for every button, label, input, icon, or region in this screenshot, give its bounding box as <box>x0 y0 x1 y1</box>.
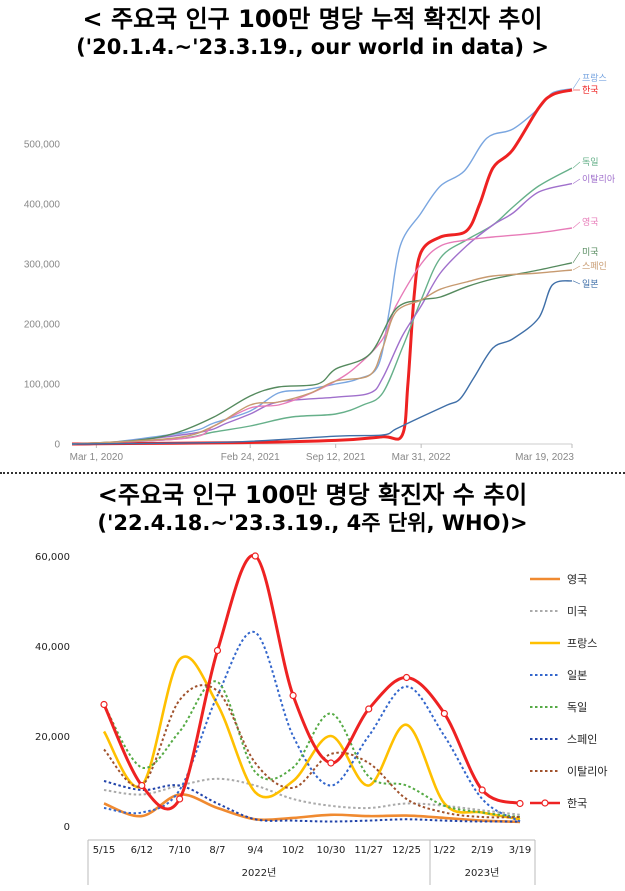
line-series-4 <box>71 227 573 445</box>
year-label: 2022년 <box>242 867 277 879</box>
line-series-2 <box>71 167 573 445</box>
x-tick-label: 10/2 <box>282 845 304 856</box>
y-tick-label: 300,000 <box>24 260 61 271</box>
line-series-4 <box>103 680 521 818</box>
series-end-label: 스페인 <box>582 261 607 272</box>
y-tick-label: 40,000 <box>35 642 70 653</box>
data-point <box>478 786 486 794</box>
label-connector <box>572 178 581 184</box>
chart1-subtitle: ('20.1.4.~'23.3.19., our world in data) … <box>76 35 549 59</box>
data-point <box>440 709 448 718</box>
data-point <box>516 799 524 808</box>
series-end-label: 일본 <box>582 279 599 290</box>
series-end-label: 미국 <box>582 247 599 258</box>
separator-dotted <box>0 472 625 474</box>
x-tick-label: 1/22 <box>433 845 455 856</box>
x-tick-label: 7/10 <box>168 845 190 856</box>
series-end-label: 이탈리아 <box>582 174 616 185</box>
x-tick-label: Mar 19, 2023 <box>515 452 574 463</box>
legend-label: 미국 <box>567 605 587 618</box>
legend-label: 일본 <box>567 668 587 682</box>
x-tick-label: 8/7 <box>209 845 225 856</box>
line-series-6 <box>103 684 521 819</box>
y-tick-label: 60,000 <box>35 552 70 563</box>
legend-label: 독일 <box>567 700 587 714</box>
y-tick-label: 500,000 <box>24 140 61 151</box>
line-series-7 <box>102 554 521 811</box>
legend-label: 프랑스 <box>567 637 597 650</box>
chart2-subtitle: ('22.4.18.~'23.3.19., 4주 단위, WHO)> <box>97 511 528 535</box>
y-tick-label: 0 <box>64 822 70 833</box>
label-connector <box>572 161 581 169</box>
x-tick-label: Sep 12, 2021 <box>306 452 366 463</box>
x-tick-label: Feb 24, 2021 <box>221 452 280 463</box>
x-tick-label: 11/27 <box>354 845 383 856</box>
line-series-6 <box>71 269 573 445</box>
y-tick-label: 100,000 <box>24 380 61 391</box>
year-label: 2023년 <box>465 867 500 879</box>
label-connector <box>572 265 581 271</box>
x-tick-label: 10/30 <box>316 845 345 856</box>
x-tick-label: 3/19 <box>509 845 531 856</box>
line-series-1 <box>71 88 573 446</box>
legend-label: 이탈리아 <box>567 765 607 778</box>
x-tick-label: 9/4 <box>247 845 263 856</box>
legend-label: 스페인 <box>567 733 597 746</box>
x-tick-label: 6/12 <box>131 845 153 856</box>
series-end-label: 한국 <box>582 85 599 96</box>
data-point <box>100 700 108 709</box>
x-tick-label: Mar 1, 2020 <box>70 452 124 463</box>
legend-marker <box>541 799 549 807</box>
data-point <box>138 781 146 790</box>
x-tick-label: 5/15 <box>93 845 115 856</box>
line-series-7 <box>71 280 573 445</box>
chart1-title: < 주요국 인구 100만 명당 누적 확진자 추이 <box>82 5 543 33</box>
line-series-2 <box>102 655 521 821</box>
data-point <box>402 673 411 682</box>
line-series-5 <box>103 780 521 823</box>
legend-label: 영국 <box>567 573 587 586</box>
line-series-3 <box>71 182 573 445</box>
data-point <box>327 759 335 767</box>
line-series-0 <box>71 88 573 446</box>
chart2-title: <주요국 인구 100만 명당 확진자 수 추이 <box>97 481 528 509</box>
line-series-3 <box>103 630 521 823</box>
line-series-5 <box>71 262 573 445</box>
data-point <box>213 646 222 655</box>
y-tick-label: 0 <box>54 440 60 451</box>
four-week-cases-chart: 0 20,000 40,000 60,000 5/15 6/12 7/10 8/7 9/4 10/… <box>35 552 607 885</box>
y-tick-label: 200,000 <box>24 320 61 331</box>
y-tick-label: 20,000 <box>35 732 70 743</box>
data-point <box>251 552 259 560</box>
x-tick-label: Mar 31, 2022 <box>392 452 451 463</box>
label-connector <box>572 251 581 263</box>
label-connector <box>572 77 581 89</box>
series-end-label: 독일 <box>582 157 599 168</box>
label-connector <box>572 280 581 285</box>
series-end-label: 프랑스 <box>582 72 607 84</box>
series-end-label: 영국 <box>582 217 599 228</box>
data-point <box>176 795 184 803</box>
y-tick-label: 400,000 <box>24 200 61 211</box>
label-connector <box>572 221 581 229</box>
cumulative-cases-chart: 0 100,000 200,000 300,000 400,000 500,000 Mar … <box>24 72 616 463</box>
data-point <box>289 691 297 700</box>
x-tick-label: 12/25 <box>392 845 421 856</box>
data-point <box>365 705 373 713</box>
x-tick-label: 2/19 <box>471 845 493 856</box>
line-series-0 <box>103 793 521 824</box>
legend-label: 한국 <box>567 797 587 810</box>
